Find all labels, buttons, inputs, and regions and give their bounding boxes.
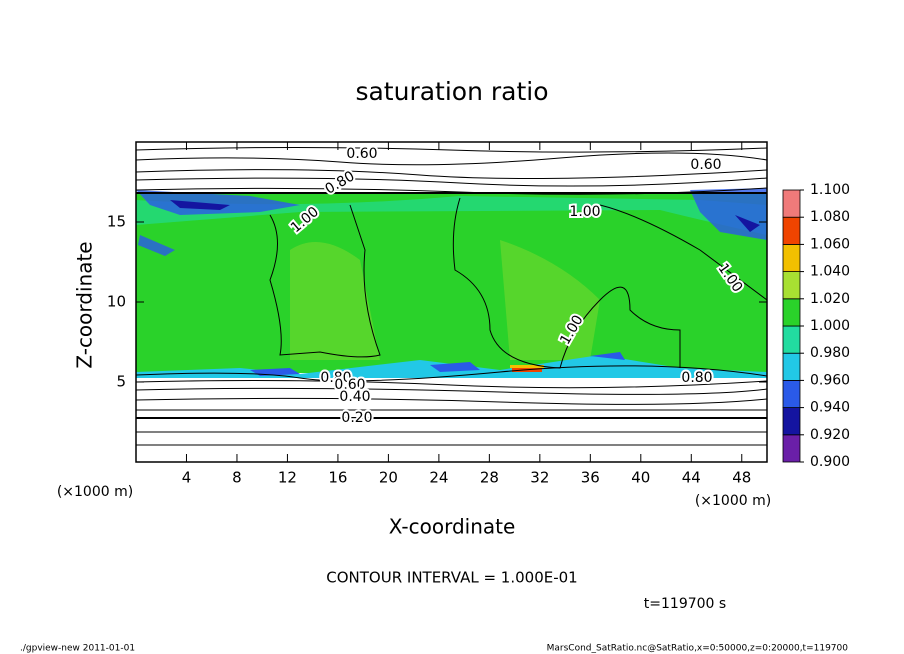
x-tick-label: 48 bbox=[732, 469, 751, 487]
y-axis-label: Z-coordinate bbox=[73, 241, 97, 368]
field-orange bbox=[510, 365, 544, 368]
colorbar-bin bbox=[782, 216, 801, 245]
contour-line bbox=[269, 204, 381, 358]
contour-line bbox=[135, 147, 768, 153]
colorbar-label: 1.080 bbox=[810, 209, 850, 225]
colorbar-label: 1.060 bbox=[810, 236, 850, 252]
colorbar-label: 0.960 bbox=[810, 372, 850, 388]
time-label: t=119700 s bbox=[644, 596, 726, 612]
x-unit-left: (×1000 m) bbox=[57, 484, 133, 500]
colorbar-label: 0.900 bbox=[810, 454, 850, 470]
footer-right: MarsCond_SatRatio.nc@SatRatio,x=0:50000,… bbox=[547, 644, 849, 654]
contour-label: 0.40 bbox=[339, 389, 370, 405]
contour-interval: CONTOUR INTERVAL = 1.000E-01 bbox=[326, 569, 577, 587]
y-tick-label: 15 bbox=[107, 213, 126, 231]
colorbar-label: 1.000 bbox=[810, 318, 850, 334]
x-tick-label: 28 bbox=[480, 469, 499, 487]
x-tick-label: 32 bbox=[530, 469, 549, 487]
colorbar-label: 0.920 bbox=[810, 427, 850, 443]
colorbar-label: 1.100 bbox=[810, 182, 850, 198]
contour-line bbox=[135, 397, 768, 405]
colorbar-bin bbox=[782, 243, 801, 272]
x-tick-label: 4 bbox=[182, 469, 192, 487]
contour-line bbox=[135, 387, 768, 395]
x-unit-right: (×1000 m) bbox=[695, 493, 771, 509]
x-tick-label: 12 bbox=[278, 469, 297, 487]
contour-label: 0.60 bbox=[346, 146, 377, 162]
colorbar-label: 0.980 bbox=[810, 345, 850, 361]
field-bottom-blue bbox=[250, 352, 625, 376]
contour-label: 0.60 bbox=[334, 377, 365, 393]
contour-line bbox=[135, 380, 768, 389]
x-tick-label: 8 bbox=[232, 469, 242, 487]
x-tick-label: 44 bbox=[682, 469, 701, 487]
x-tick-label: 36 bbox=[581, 469, 600, 487]
contour-label: 0.80 bbox=[681, 370, 712, 386]
colorbar-bin bbox=[782, 407, 801, 436]
y-tick-label: 10 bbox=[107, 293, 126, 311]
contour-line bbox=[599, 204, 768, 301]
contour-line bbox=[135, 177, 768, 187]
x-tick-label: 24 bbox=[429, 469, 448, 487]
contour-label: 0.80 bbox=[320, 370, 351, 386]
colorbar-bin bbox=[782, 352, 801, 381]
colorbar-bin bbox=[782, 325, 801, 354]
colorbar-bin bbox=[782, 298, 801, 327]
x-tick-label: 16 bbox=[328, 469, 347, 487]
chart-title: saturation ratio bbox=[355, 77, 548, 106]
x-axis-label: X-coordinate bbox=[389, 515, 516, 539]
colorbar-bin bbox=[782, 189, 801, 218]
field-light bbox=[290, 240, 600, 360]
contour-line bbox=[135, 169, 768, 180]
field-blue bbox=[136, 188, 767, 256]
contour-line bbox=[135, 365, 768, 382]
colorbar-label: 1.040 bbox=[810, 264, 850, 280]
footer-left: ./gpview-new 2011-01-01 bbox=[20, 644, 135, 654]
x-tick-label: 20 bbox=[379, 469, 398, 487]
contour-label: 0.20 bbox=[341, 410, 372, 426]
colorbar-bin bbox=[782, 271, 801, 300]
field-green bbox=[136, 193, 767, 373]
contour-label: 1.00 bbox=[569, 204, 600, 220]
colorbar-label: 0.940 bbox=[810, 400, 850, 416]
contour-label: 0.60 bbox=[690, 157, 721, 173]
colorbar-bin bbox=[782, 434, 801, 463]
colorbar-bin bbox=[782, 379, 801, 408]
contour-line bbox=[135, 152, 768, 166]
y-tick-label: 5 bbox=[116, 373, 126, 391]
colorbar-label: 1.020 bbox=[810, 291, 850, 307]
x-tick-label: 40 bbox=[631, 469, 650, 487]
